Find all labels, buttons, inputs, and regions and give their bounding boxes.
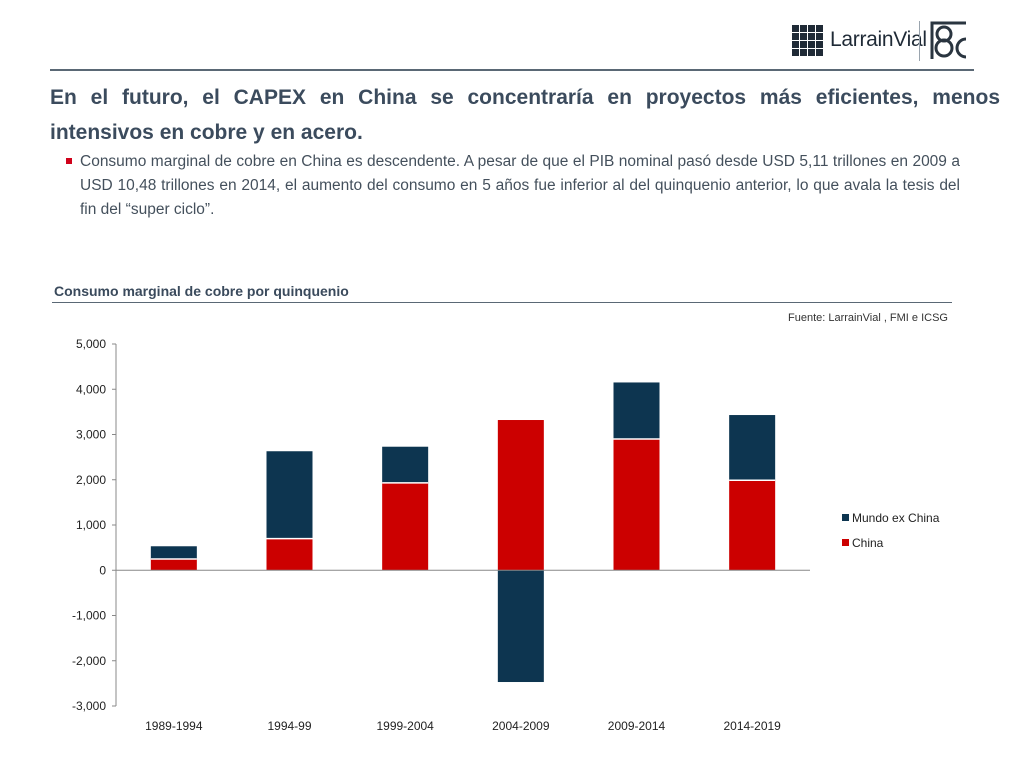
logo-separator — [919, 21, 920, 61]
y-tick-label: -3,000 — [72, 699, 106, 713]
chart-title: Consumo marginal de cobre por quinquenio — [54, 283, 349, 299]
x-tick-label: 1994-99 — [267, 719, 311, 733]
bar-mundo-ex-china — [613, 382, 660, 440]
x-tick-label: 2009-2014 — [608, 719, 666, 733]
bar-mundo-ex-china — [266, 451, 313, 539]
bar-mundo-ex-china — [497, 570, 544, 683]
y-tick-label: -2,000 — [72, 654, 106, 668]
legend-swatch — [842, 514, 849, 521]
source-note: Fuente: LarrainVial , FMI e ICSG — [788, 312, 948, 324]
x-tick-label: 2014-2019 — [723, 719, 781, 733]
y-tick-label: 3,000 — [76, 428, 106, 442]
x-tick-label: 1989-1994 — [145, 719, 203, 733]
bar-mundo-ex-china — [382, 446, 429, 483]
bar-mundo-ex-china — [150, 546, 197, 559]
bar-china — [382, 482, 429, 571]
bar-china — [613, 439, 660, 571]
legend-swatch — [842, 539, 849, 546]
x-tick-label: 2004-2009 — [492, 719, 550, 733]
y-tick-label: 2,000 — [76, 473, 106, 487]
chart-title-divider — [52, 302, 952, 303]
y-tick-label: 5,000 — [76, 337, 106, 351]
ampersand-logo-icon — [928, 19, 970, 61]
y-tick-label: 1,000 — [76, 518, 106, 532]
logo-text: LarrainVial — [830, 28, 927, 51]
bullet-text: Consumo marginal de cobre en China es de… — [80, 153, 960, 218]
bullet-paragraph: Consumo marginal de cobre en China es de… — [66, 150, 960, 222]
bar-china — [729, 480, 776, 571]
y-tick-label: 0 — [99, 563, 106, 577]
bar-china — [266, 538, 313, 571]
legend-label: China — [852, 536, 884, 550]
logo-grid-icon — [792, 25, 824, 57]
page-headline: En el futuro, el CAPEX en China se conce… — [50, 86, 1000, 144]
bullet-square-icon — [66, 158, 72, 164]
x-tick-label: 1999-2004 — [376, 719, 434, 733]
bar-china — [150, 558, 197, 571]
bar-mundo-ex-china — [729, 415, 776, 481]
y-tick-label: 4,000 — [76, 382, 106, 396]
legend-label: Mundo ex China — [852, 511, 940, 525]
header-divider — [50, 69, 974, 71]
y-tick-label: -1,000 — [72, 609, 106, 623]
bar-china — [497, 420, 544, 571]
larrainvial-logo: LarrainVial — [792, 19, 972, 61]
